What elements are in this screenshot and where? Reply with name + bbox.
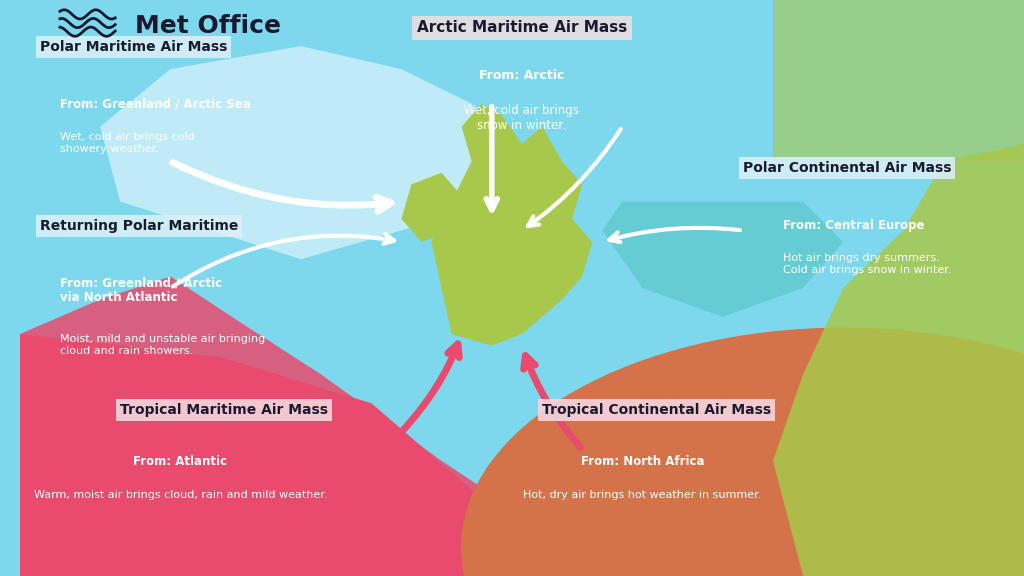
Text: Arctic Maritime Air Mass: Arctic Maritime Air Mass bbox=[417, 20, 627, 35]
Text: Moist, mild and unstable air bringing
cloud and rain showers.: Moist, mild and unstable air bringing cl… bbox=[60, 334, 265, 356]
Text: From: Arctic: From: Arctic bbox=[479, 69, 564, 82]
Text: Wet, cold air brings cold
showery weather.: Wet, cold air brings cold showery weathe… bbox=[60, 132, 195, 154]
Text: Met Office: Met Office bbox=[135, 14, 282, 38]
Polygon shape bbox=[19, 392, 1024, 576]
Text: From: Central Europe: From: Central Europe bbox=[783, 219, 925, 232]
Polygon shape bbox=[401, 173, 462, 242]
Text: From: Greenland / Arctic Sea: From: Greenland / Arctic Sea bbox=[60, 98, 251, 111]
Text: From: Greenland / Arctic
via North Atlantic: From: Greenland / Arctic via North Atlan… bbox=[60, 276, 222, 305]
Polygon shape bbox=[773, 144, 1024, 576]
Text: Hot air brings dry summers.
Cold air brings snow in winter.: Hot air brings dry summers. Cold air bri… bbox=[783, 253, 951, 275]
Text: Warm, moist air brings cloud, rain and mild weather.: Warm, moist air brings cloud, rain and m… bbox=[34, 490, 328, 499]
Circle shape bbox=[462, 328, 1024, 576]
Text: Wet, cold air brings
snow in winter.: Wet, cold air brings snow in winter. bbox=[465, 104, 580, 132]
Text: From: North Africa: From: North Africa bbox=[581, 455, 705, 468]
Text: Tropical Continental Air Mass: Tropical Continental Air Mass bbox=[542, 403, 771, 417]
Polygon shape bbox=[19, 334, 572, 576]
Polygon shape bbox=[602, 202, 843, 317]
Polygon shape bbox=[431, 104, 592, 346]
Text: From: Atlantic: From: Atlantic bbox=[133, 455, 227, 468]
Text: Polar Maritime Air Mass: Polar Maritime Air Mass bbox=[40, 40, 227, 54]
Polygon shape bbox=[773, 0, 1024, 161]
Text: Tropical Maritime Air Mass: Tropical Maritime Air Mass bbox=[120, 403, 329, 417]
Text: Returning Polar Maritime: Returning Polar Maritime bbox=[40, 219, 239, 233]
Polygon shape bbox=[100, 46, 502, 259]
Text: Polar Continental Air Mass: Polar Continental Air Mass bbox=[742, 161, 951, 175]
Polygon shape bbox=[19, 276, 572, 576]
Text: Hot, dry air brings hot weather in summer.: Hot, dry air brings hot weather in summe… bbox=[523, 490, 762, 499]
